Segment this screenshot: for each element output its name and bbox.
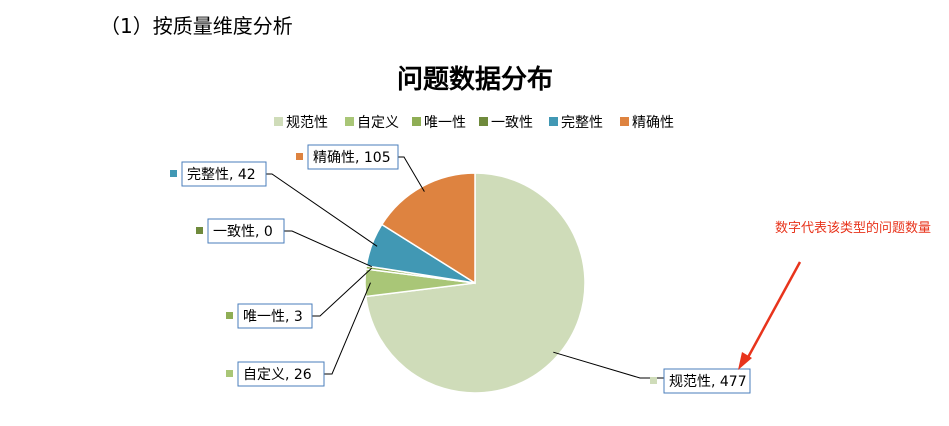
legend-label: 一致性 (491, 115, 533, 131)
label-box (307, 144, 399, 170)
label-marker (226, 370, 233, 377)
data-label: 完整性, 42 (170, 161, 378, 247)
label-marker (196, 227, 203, 234)
leader-line (266, 173, 378, 247)
legend-label: 唯一性 (424, 115, 466, 131)
leader-line (284, 230, 373, 268)
label-box (663, 368, 751, 394)
label-marker (296, 153, 303, 160)
chart-legend: 规范性 自定义 唯一性 一致性 完整性 精确性 (274, 114, 674, 131)
legend-swatch (274, 117, 283, 126)
legend-swatch (620, 117, 629, 126)
legend-item: 一致性 (479, 115, 533, 131)
legend-label: 精确性 (632, 115, 674, 131)
legend-item: 精确性 (620, 115, 674, 131)
data-labels: 规范性, 477 自定义, 26 唯一性, 3 一致性, 0 完整性, 42 精确性, 1… (170, 144, 751, 394)
legend-label: 完整性 (561, 115, 603, 131)
section-heading: （1）按质量维度分析 (100, 14, 293, 38)
data-label: 自定义, 26 (226, 282, 371, 387)
legend-item: 完整性 (549, 115, 603, 131)
legend-label: 自定义 (357, 115, 399, 131)
annotation-note: 数字代表该类型的问题数量 (775, 221, 932, 236)
data-label: 精确性, 105 (296, 144, 425, 192)
legend-label: 规范性 (286, 114, 328, 131)
leader-line (324, 282, 371, 375)
legend-item: 规范性 (274, 114, 328, 131)
data-label-text: 规范性, 477 (669, 373, 747, 390)
legend-item: 自定义 (345, 115, 399, 131)
leader-line (398, 156, 425, 192)
chart-title: 问题数据分布 (397, 65, 553, 95)
data-label-text: 精确性, 105 (313, 150, 391, 166)
legend-swatch (345, 117, 354, 126)
label-box (181, 161, 267, 187)
data-label-text: 完整性, 42 (187, 167, 256, 183)
label-marker (226, 312, 233, 319)
legend-swatch (549, 117, 558, 126)
data-label: 唯一性, 3 (226, 267, 372, 329)
label-box (207, 218, 285, 244)
legend-swatch (479, 117, 488, 126)
leader-line (312, 267, 372, 317)
legend-swatch (412, 117, 421, 126)
annotation-arrow (738, 261, 802, 370)
label-marker (650, 377, 657, 384)
label-box (237, 303, 313, 329)
data-label: 一致性, 0 (196, 218, 373, 268)
data-label-text: 自定义, 26 (243, 367, 312, 383)
leader-line (553, 351, 664, 379)
data-label: 规范性, 477 (553, 351, 751, 394)
legend-item: 唯一性 (412, 115, 466, 131)
label-marker (170, 170, 177, 177)
pie-slices (364, 172, 586, 394)
data-label-text: 唯一性, 3 (243, 309, 303, 325)
data-label-text: 一致性, 0 (213, 224, 273, 240)
label-box (237, 361, 325, 387)
